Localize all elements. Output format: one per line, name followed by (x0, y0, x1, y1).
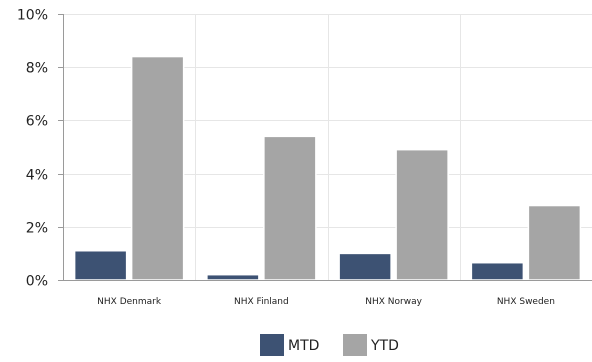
bar-ytd-nhx-norway (395, 148, 449, 281)
bar-ytd-nhx-sweden (527, 204, 582, 281)
bar-mtd-nhx-finland (206, 273, 260, 281)
bar-mtd-nhx-sweden (470, 261, 525, 281)
y-tick-label: 2% (26, 221, 48, 237)
bar-mtd-nhx-norway (338, 252, 392, 281)
x-tick-label: NHX Norway (365, 297, 422, 307)
legend-swatch-ytd (343, 334, 367, 356)
legend-label-mtd: MTD (288, 338, 319, 354)
y-tick-label: 6% (26, 114, 48, 130)
bar-ytd-nhx-finland (263, 135, 317, 281)
legend-swatch-mtd (260, 334, 284, 356)
legend: MTD YTD (260, 334, 399, 356)
y-tick-label: 4% (26, 168, 48, 184)
bar-mtd-nhx-denmark (73, 249, 128, 281)
y-tick-label: 10% (17, 8, 48, 24)
y-tick-label: 8% (26, 61, 48, 77)
y-tick-label: 0% (26, 274, 48, 290)
bar-layer (73, 55, 582, 281)
x-tick-label: NHX Finland (234, 297, 289, 307)
x-tick-label: NHX Sweden (497, 297, 555, 307)
legend-label-ytd: YTD (370, 338, 399, 354)
x-tick-label: NHX Denmark (97, 297, 162, 307)
axis-layer: 0% 2% 4% 6% 8% 10% NHX Denmark NHX Finland NHX N… (17, 8, 592, 307)
bar-ytd-nhx-denmark (130, 55, 185, 281)
